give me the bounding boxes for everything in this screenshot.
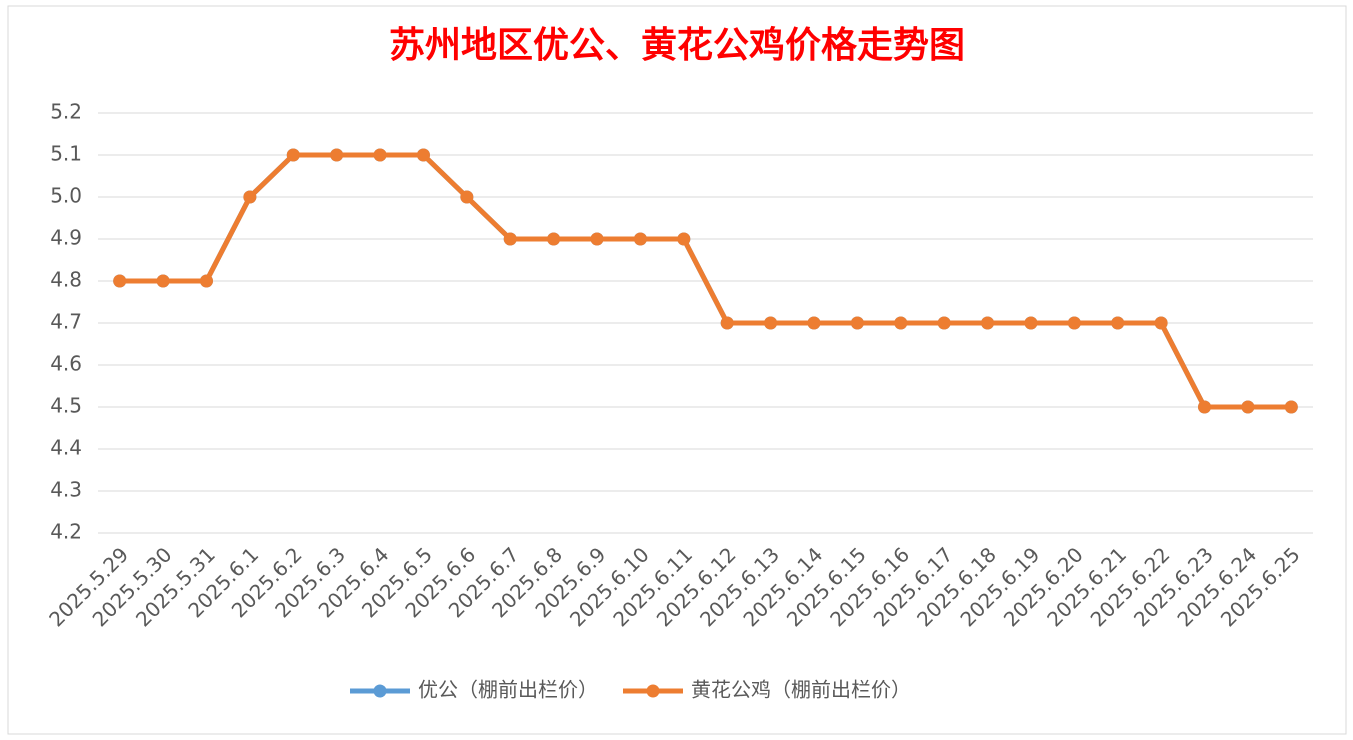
y-tick-label: 5.0 (50, 184, 82, 208)
y-tick-label: 4.7 (50, 310, 82, 334)
legend-marker (373, 684, 387, 698)
data-point (720, 316, 734, 330)
data-point (937, 316, 951, 330)
legend-marker (646, 684, 660, 698)
chart-area (7, 5, 1347, 735)
y-tick-label: 4.5 (50, 394, 82, 418)
data-point (1154, 316, 1168, 330)
legend-label: 优公（棚前出栏价） (418, 678, 598, 702)
y-tick-label: 4.2 (50, 520, 82, 544)
data-point (243, 190, 257, 204)
data-point (1241, 400, 1255, 414)
data-point (1024, 316, 1038, 330)
data-point (503, 232, 517, 246)
data-point (1067, 316, 1081, 330)
data-point (633, 232, 647, 246)
legend-label: 黄花公鸡（棚前出栏价） (691, 678, 911, 702)
data-point (1198, 400, 1212, 414)
data-point (850, 316, 864, 330)
data-point (590, 232, 604, 246)
data-point (199, 274, 213, 288)
data-point (330, 148, 344, 162)
series-line (119, 152, 1292, 410)
data-point (460, 190, 474, 204)
chart-title: 苏州地区优公、黄花公鸡价格走势图 (389, 24, 965, 66)
y-tick-label: 4.8 (50, 268, 82, 292)
data-point (807, 316, 821, 330)
data-point (286, 148, 300, 162)
y-tick-label: 4.6 (50, 352, 82, 376)
data-point (113, 274, 127, 288)
y-tick-label: 4.9 (50, 226, 82, 250)
y-tick-label: 5.2 (50, 100, 82, 124)
data-point (677, 232, 691, 246)
data-point (373, 148, 387, 162)
y-tick-label: 5.1 (50, 142, 82, 166)
data-point (894, 316, 908, 330)
data-point (416, 148, 430, 162)
y-tick-label: 4.3 (50, 478, 82, 502)
data-point (764, 316, 778, 330)
data-point (1111, 316, 1125, 330)
y-tick-label: 4.4 (50, 436, 82, 460)
data-point (981, 316, 995, 330)
data-point (547, 232, 561, 246)
data-point (1284, 400, 1298, 414)
data-point (156, 274, 170, 288)
